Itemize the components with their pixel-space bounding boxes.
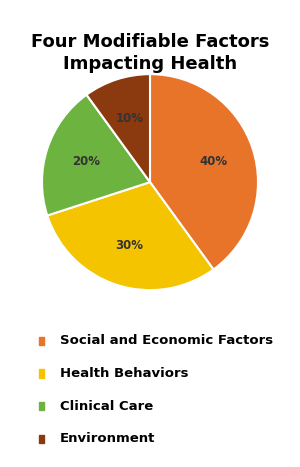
Text: Clinical Care: Clinical Care [60,400,153,413]
Text: Environment: Environment [60,432,155,446]
Text: 10%: 10% [115,112,143,125]
Wedge shape [47,182,214,290]
Text: Four Modifiable Factors
Impacting Health: Four Modifiable Factors Impacting Health [31,33,269,73]
Wedge shape [42,95,150,215]
Text: 40%: 40% [200,155,228,168]
Text: Health Behaviors: Health Behaviors [60,367,188,380]
Text: Social and Economic Factors: Social and Economic Factors [60,334,273,347]
Text: 30%: 30% [115,239,143,252]
Wedge shape [150,74,258,269]
Wedge shape [86,74,150,182]
Text: 20%: 20% [72,155,100,168]
